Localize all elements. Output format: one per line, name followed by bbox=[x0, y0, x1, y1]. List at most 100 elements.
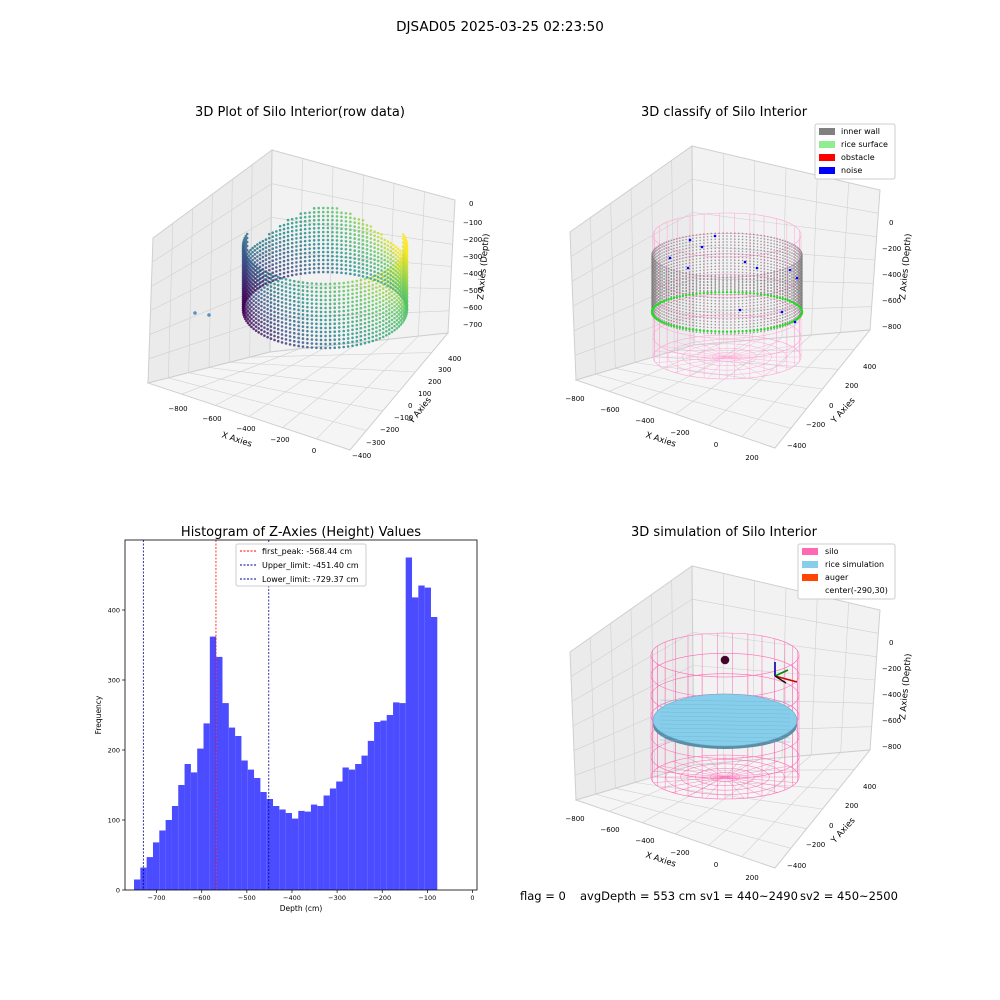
data-point bbox=[367, 312, 371, 316]
inner-wall-point bbox=[773, 301, 775, 303]
inner-wall-point bbox=[767, 235, 769, 238]
histogram-bar bbox=[304, 811, 311, 890]
inner-wall-point bbox=[791, 249, 793, 251]
data-point bbox=[261, 259, 265, 263]
data-point bbox=[299, 228, 303, 231]
histogram-bar bbox=[247, 769, 255, 890]
inner-wall-point bbox=[699, 254, 701, 257]
inner-wall-point bbox=[703, 287, 705, 289]
inner-wall-point bbox=[657, 263, 660, 265]
data-point bbox=[402, 319, 406, 322]
data-point bbox=[342, 337, 346, 341]
data-point bbox=[378, 308, 382, 312]
data-point bbox=[257, 295, 260, 298]
data-point bbox=[299, 264, 303, 267]
inner-wall-point bbox=[753, 301, 755, 304]
data-point bbox=[317, 242, 321, 246]
inner-wall-point bbox=[695, 267, 698, 269]
inner-wall-point bbox=[786, 291, 789, 293]
inner-wall-point bbox=[749, 245, 751, 247]
data-point bbox=[312, 247, 316, 250]
grid-line bbox=[642, 339, 753, 403]
data-point bbox=[292, 327, 296, 331]
data-point bbox=[328, 322, 332, 326]
inner-wall-point bbox=[673, 275, 675, 278]
inner-wall-point bbox=[718, 309, 720, 311]
inner-wall-point bbox=[797, 256, 800, 259]
inner-wall-point bbox=[773, 240, 775, 242]
data-point bbox=[284, 322, 288, 325]
inner-wall-point bbox=[741, 247, 744, 250]
inner-wall-point bbox=[749, 323, 751, 325]
inner-wall-point bbox=[776, 312, 778, 315]
inner-wall-point bbox=[737, 311, 740, 314]
data-point bbox=[288, 315, 292, 318]
inner-wall-point bbox=[667, 313, 670, 315]
inner-wall-point bbox=[718, 315, 720, 317]
inner-wall-point bbox=[734, 280, 736, 282]
inner-wall-point bbox=[786, 262, 789, 264]
inner-wall-point bbox=[714, 278, 717, 281]
data-point bbox=[344, 243, 348, 247]
inner-wall-point bbox=[679, 291, 681, 293]
rice-surface-point bbox=[752, 329, 756, 332]
data-point bbox=[250, 297, 253, 301]
data-point bbox=[246, 321, 250, 325]
data-point bbox=[351, 292, 354, 296]
data-point bbox=[335, 267, 339, 270]
data-point bbox=[264, 246, 268, 249]
data-point bbox=[346, 317, 350, 320]
inner-wall-point bbox=[734, 300, 736, 302]
data-point bbox=[284, 314, 288, 317]
inner-wall-point bbox=[676, 264, 678, 267]
inner-wall-point bbox=[718, 318, 720, 320]
data-point bbox=[312, 267, 316, 270]
data-point bbox=[295, 273, 298, 276]
inner-wall-point bbox=[657, 275, 660, 277]
rice-surface-point bbox=[745, 329, 748, 333]
xtick-label: −500 bbox=[238, 894, 256, 902]
inner-wall-point bbox=[773, 304, 775, 306]
inner-wall-point bbox=[714, 241, 717, 244]
inner-wall-point bbox=[753, 257, 755, 260]
data-point bbox=[315, 310, 318, 314]
inner-wall-point bbox=[654, 283, 657, 286]
data-point bbox=[405, 267, 409, 271]
inner-wall-point bbox=[760, 300, 762, 303]
data-point bbox=[335, 215, 339, 218]
inner-wall-point bbox=[726, 300, 728, 302]
data-point bbox=[301, 281, 305, 284]
rice-surface-point bbox=[756, 292, 759, 296]
rice-surface-point bbox=[670, 297, 673, 300]
inner-wall-point bbox=[657, 308, 660, 310]
data-point bbox=[292, 287, 296, 291]
inner-wall-point bbox=[653, 254, 656, 257]
inner-wall-point bbox=[695, 295, 698, 297]
data-point bbox=[286, 274, 290, 278]
inner-wall-point bbox=[659, 298, 661, 300]
inner-wall-point bbox=[791, 282, 793, 284]
inner-wall-point bbox=[784, 273, 787, 275]
grid-line bbox=[570, 178, 693, 257]
inner-wall-point bbox=[789, 272, 791, 274]
inner-wall-point bbox=[688, 330, 691, 332]
inner-wall-point bbox=[661, 282, 663, 284]
inner-wall-point bbox=[796, 270, 798, 272]
data-point bbox=[326, 262, 330, 266]
data-point bbox=[312, 231, 316, 234]
data-point bbox=[251, 246, 254, 250]
data-point bbox=[292, 335, 296, 339]
inner-wall-point bbox=[734, 297, 736, 299]
inner-wall-point bbox=[661, 261, 663, 263]
inner-wall-point bbox=[726, 327, 728, 329]
inner-wall-point bbox=[749, 248, 751, 250]
inner-wall-point bbox=[703, 332, 705, 334]
inner-wall-point bbox=[730, 318, 732, 320]
inner-wall-point bbox=[791, 252, 793, 254]
inner-wall-point bbox=[773, 273, 775, 275]
data-point bbox=[273, 302, 276, 306]
inner-wall-point bbox=[685, 296, 687, 299]
data-point bbox=[297, 344, 300, 348]
xtick-label: −200 bbox=[373, 894, 391, 902]
inner-wall-point bbox=[737, 281, 740, 284]
